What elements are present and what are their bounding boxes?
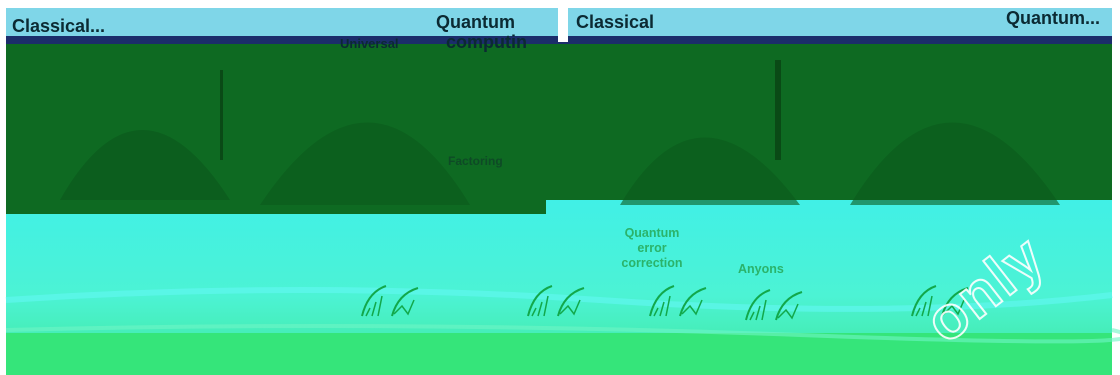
bottom-band xyxy=(6,200,1112,375)
right-quantum-label: Quantum... xyxy=(1006,8,1100,28)
hill-shape xyxy=(260,122,470,205)
factoring-label: Factoring xyxy=(448,154,503,168)
anyons-label: Anyons xyxy=(738,262,784,276)
right-classical-label: Classical xyxy=(576,12,655,32)
qec-line-3: correction xyxy=(621,256,683,270)
qec-label: Quantum error correction xyxy=(612,226,692,271)
qec-line-1: Quantum xyxy=(624,226,680,240)
wave-knot-icon xyxy=(527,285,585,317)
left-quantum-label: Quantum xyxy=(436,12,515,32)
wave-knot-icon xyxy=(361,285,419,317)
hill-shape xyxy=(620,137,800,205)
bar-shape xyxy=(775,60,781,160)
computing-label: computin xyxy=(446,32,527,52)
hill-shape xyxy=(60,130,230,200)
wave-knot-icon xyxy=(745,289,803,321)
left-classical-label: Classical... xyxy=(12,16,106,36)
universal-label: Universal xyxy=(340,36,399,51)
wave-knot-icon xyxy=(911,285,969,317)
qec-line-2: error xyxy=(637,241,667,255)
bar-shape xyxy=(220,70,223,160)
hill-shape xyxy=(850,122,1060,205)
wave-knot-icon xyxy=(649,285,707,317)
panel-divider xyxy=(558,8,568,42)
swirl-shape xyxy=(5,324,1120,344)
